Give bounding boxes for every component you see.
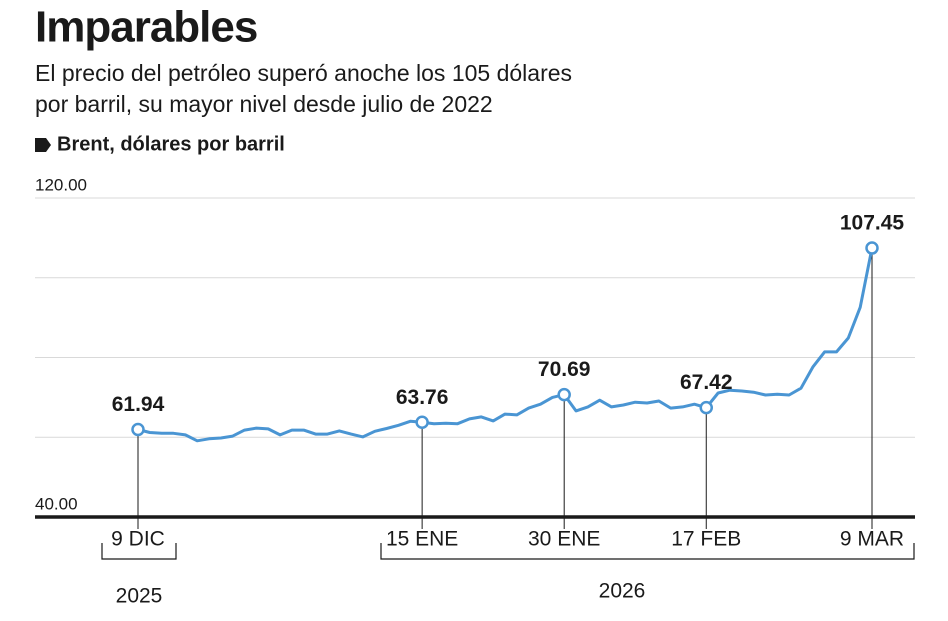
point bbox=[557, 387, 571, 402]
point bbox=[865, 241, 879, 255]
period-bracket bbox=[380, 543, 915, 560]
x-tick-label: 30 ENE bbox=[528, 528, 600, 551]
subtitle: por barril, su mayor nivel desde julio d… bbox=[35, 91, 493, 117]
point bbox=[131, 422, 145, 437]
period-label: 2025 bbox=[116, 585, 163, 608]
chart-title: Imparables bbox=[35, 3, 257, 52]
legend-marker bbox=[35, 138, 51, 152]
data-label: 67.42 bbox=[680, 371, 733, 394]
legend-label: Brent, dólares por barril bbox=[57, 133, 285, 155]
point bbox=[415, 415, 429, 430]
y-tick-label: 120.00 bbox=[35, 175, 87, 194]
data-label: 70.69 bbox=[538, 358, 591, 381]
x-tick-label: 17 FEB bbox=[671, 528, 741, 551]
x-tick-label: 9 DIC bbox=[111, 528, 165, 551]
period-label: 2026 bbox=[599, 580, 646, 603]
x-tick-label: 9 MAR bbox=[840, 528, 904, 551]
y-tick-label: 40.00 bbox=[35, 494, 78, 513]
data-label: 107.45 bbox=[840, 212, 905, 235]
line bbox=[137, 247, 874, 443]
subtitle: El precio del petróleo superó anoche los… bbox=[35, 60, 572, 86]
period-bracket bbox=[101, 543, 177, 560]
point bbox=[699, 400, 714, 415]
data-label: 63.76 bbox=[396, 386, 449, 409]
x-tick-label: 15 ENE bbox=[386, 528, 458, 551]
data-label: 61.94 bbox=[112, 393, 165, 416]
